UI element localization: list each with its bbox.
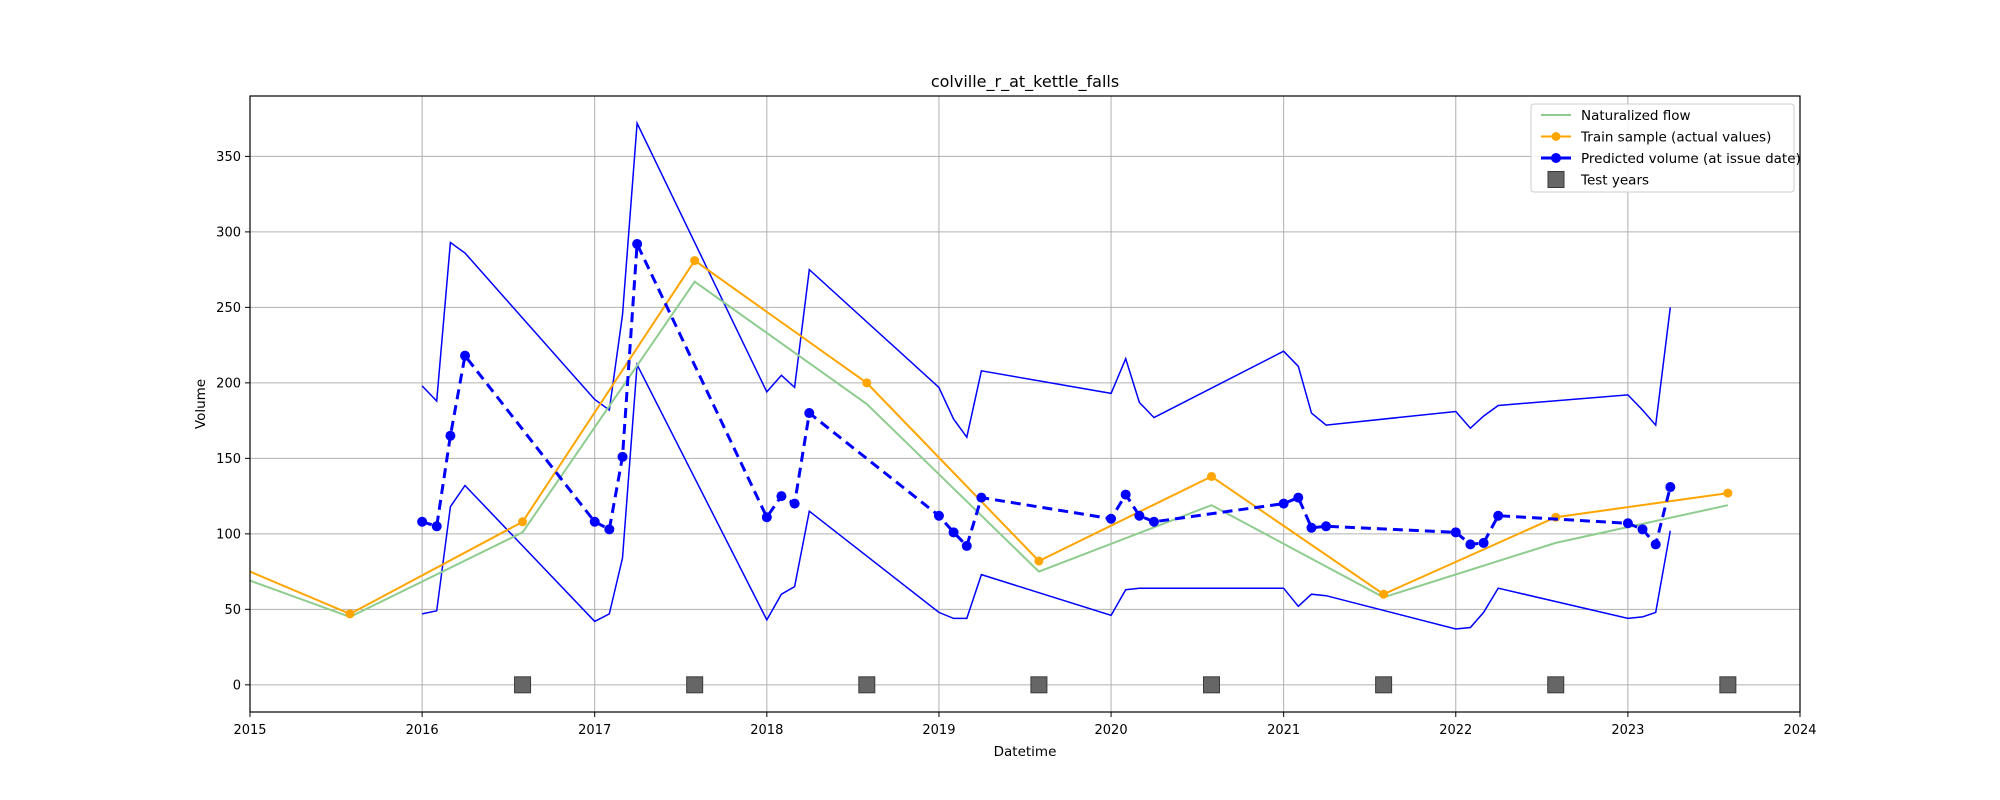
train-sample-point: [690, 256, 700, 266]
predicted-volume-point: [445, 430, 456, 441]
predicted-volume-point: [804, 408, 815, 419]
predicted-volume-point: [617, 451, 628, 462]
legend-swatch-marker: [1551, 132, 1561, 141]
y-tick-label: 250: [216, 301, 241, 316]
predicted-volume-point: [431, 521, 442, 532]
predicted-volume-point: [632, 238, 643, 249]
train-sample-point: [518, 517, 528, 527]
predicted-volume-point: [1120, 489, 1131, 500]
predicted-volume-point: [789, 498, 800, 509]
chart-title: colville_r_at_kettle_falls: [931, 72, 1119, 92]
legend-label: Predicted volume (at issue date): [1581, 151, 1801, 167]
test-year-marker: [1375, 676, 1393, 694]
predicted-volume-point: [589, 516, 600, 527]
y-tick-label: 350: [216, 150, 241, 165]
train-sample-point: [862, 378, 872, 388]
legend-box: [1530, 103, 1795, 193]
x-tick-label: 2021: [1267, 723, 1300, 738]
predicted-volume-point: [961, 540, 972, 551]
x-tick-label: 2015: [233, 723, 266, 738]
train-sample-point: [1206, 471, 1216, 481]
plot-area: [249, 120, 1737, 694]
test-year-marker: [1547, 676, 1565, 694]
train-sample-point: [1723, 488, 1733, 498]
legend: Naturalized flow Train sample (actual val…: [1530, 103, 1801, 193]
predicted-volume-point: [417, 516, 428, 527]
predicted-volume-point: [1637, 524, 1648, 535]
predicted-volume-line: [421, 238, 1672, 549]
predicted-volume-point: [976, 492, 987, 503]
y-tick-label: 0: [233, 678, 241, 693]
predicted-volume-point: [1321, 521, 1332, 532]
predicted-volume-point: [1665, 482, 1676, 493]
y-tick-label: 150: [216, 452, 241, 467]
predicted-volume-point: [1106, 513, 1117, 524]
predicted-volume-point: [1465, 539, 1476, 550]
upper-bound-line: [421, 120, 1672, 439]
test-year-marker: [1030, 676, 1048, 694]
test-year-marker: [858, 676, 876, 694]
test-year-marker: [1719, 676, 1737, 694]
lower-bound-line: [421, 361, 1672, 630]
test-year-marker: [514, 676, 532, 694]
predicted-volume-point: [1650, 539, 1661, 550]
predicted-volume-point: [776, 491, 787, 502]
legend-swatch-marker: [1547, 171, 1565, 188]
predicted-volume-point: [1306, 522, 1317, 533]
legend-label: Naturalized flow: [1581, 108, 1691, 124]
ticks: 2015 2016 2017 2018 2019 2020 2021 2022 2023 2024…: [216, 150, 1816, 738]
y-tick-label: 300: [216, 225, 241, 240]
predicted-volume-point: [1293, 492, 1304, 503]
legend-label: Train sample (actual values): [1580, 130, 1771, 146]
predicted-volume-point: [948, 527, 959, 538]
y-axis-label: Volume: [193, 379, 209, 429]
x-tick-label: 2018: [750, 723, 783, 738]
x-tick-label: 2024: [1783, 723, 1816, 738]
axes-frame: [249, 95, 1801, 713]
train-sample-point: [1034, 556, 1044, 566]
x-tick-label: 2020: [1095, 723, 1128, 738]
x-tick-label: 2016: [406, 723, 439, 738]
train-sample-point: [345, 609, 355, 619]
x-tick-label: 2019: [922, 723, 955, 738]
predicted-volume-point: [604, 524, 615, 535]
legend-swatch-marker: [1551, 153, 1561, 163]
x-tick-label: 2023: [1611, 723, 1644, 738]
test-year-marker: [1202, 676, 1220, 694]
train-sample-line: [249, 259, 1729, 616]
predicted-volume-point: [1148, 516, 1159, 527]
y-tick-label: 50: [224, 603, 241, 618]
naturalized-flow-line: [249, 280, 1729, 618]
predicted-volume-point: [761, 512, 772, 523]
predicted-volume-point: [1493, 510, 1504, 521]
y-tick-label: 200: [216, 376, 241, 391]
predicted-volume-point: [1478, 537, 1489, 548]
predicted-volume-point: [1622, 518, 1633, 529]
y-tick-label: 100: [216, 527, 241, 542]
legend-label: Test years: [1580, 173, 1649, 189]
train-sample-point: [1379, 589, 1389, 599]
x-tick-label: 2022: [1439, 723, 1472, 738]
x-axis-label: Datetime: [994, 744, 1057, 760]
predicted-volume-point: [1134, 510, 1145, 521]
predicted-volume-point: [933, 510, 944, 521]
predicted-volume-point: [460, 350, 471, 361]
test-year-marker: [686, 676, 704, 694]
predicted-volume-point: [1278, 498, 1289, 509]
x-tick-label: 2017: [578, 723, 611, 738]
predicted-volume-point: [1450, 527, 1461, 538]
